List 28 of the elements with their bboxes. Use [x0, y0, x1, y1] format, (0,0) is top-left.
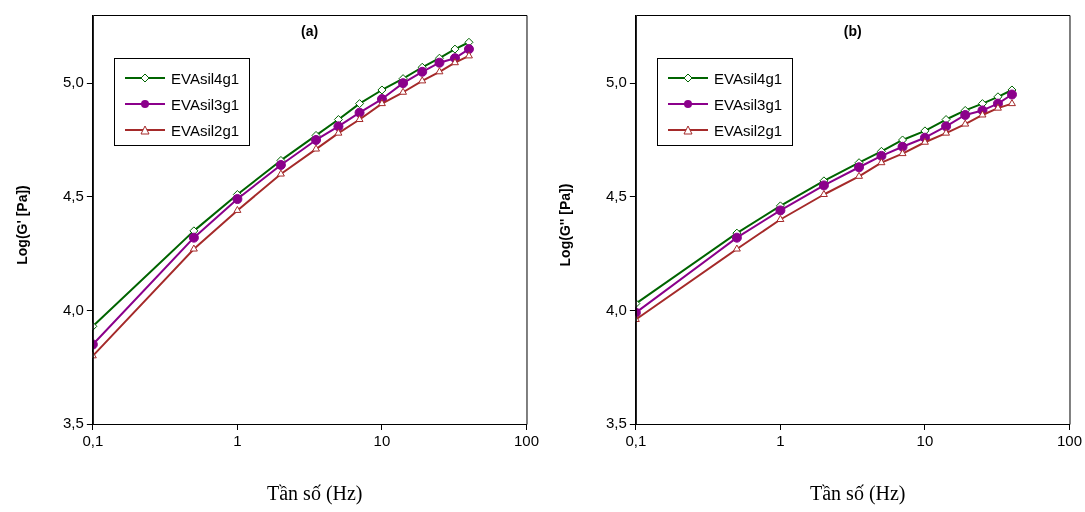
y-tick-label: 4,0 [62, 300, 84, 318]
y-tick-label: 5,0 [605, 73, 627, 91]
y-axis-title: Log(G' [Pa]) [13, 185, 30, 265]
x-axis-title: Tần số (Hz) [267, 482, 363, 505]
y-axis-title: Log(G'' [Pa]) [556, 183, 573, 267]
x-tick-label: 100 [513, 432, 539, 450]
y-tick-label: 4,0 [605, 300, 627, 318]
x-tick-label: 0,1 [625, 432, 647, 450]
legend-label: EVAsil2g1 [171, 121, 240, 139]
x-tick-label: 10 [916, 432, 934, 450]
text: (b) [843, 22, 862, 39]
text: (a) [301, 22, 319, 39]
y-tick-label: 5,0 [62, 73, 84, 91]
x-tick-label: 10 [373, 432, 391, 450]
x-axis-title: Tần số (Hz) [810, 482, 906, 505]
legend-label: EVAsil2g1 [714, 121, 783, 139]
legend-label: EVAsil3g1 [714, 95, 783, 113]
y-tick-label: 4,5 [62, 186, 84, 204]
legend-label: EVAsil4g1 [171, 69, 240, 87]
legend-label: EVAsil3g1 [171, 95, 240, 113]
y-tick-label: 3,5 [62, 414, 84, 432]
x-tick-label: 1 [776, 432, 785, 450]
legend-label: EVAsil4g1 [714, 69, 783, 87]
x-tick-label: 0,1 [82, 432, 104, 450]
y-tick-label: 3,5 [605, 414, 627, 432]
y-tick-label: 4,5 [605, 186, 627, 204]
x-tick-label: 1 [233, 432, 242, 450]
x-tick-label: 100 [1056, 432, 1082, 450]
